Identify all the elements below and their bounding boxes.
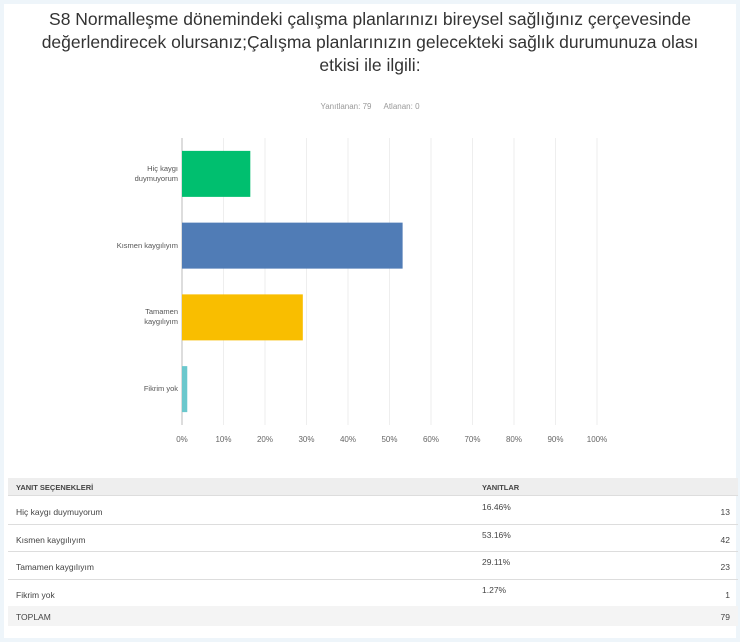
answered: Yanıtlanan: 79 (320, 102, 372, 111)
count-cell: 23 (720, 562, 730, 572)
bar (182, 294, 303, 341)
option-cell: Fikrim yok (16, 589, 55, 600)
total-label: TOPLAM (16, 612, 51, 622)
bar (182, 222, 403, 269)
x-tick-label: 60% (423, 435, 439, 444)
table-row (8, 524, 738, 552)
bar (182, 366, 188, 413)
option-cell: Hiç kaygı duymuyorum (16, 507, 103, 517)
count-cell: 1 (725, 589, 730, 600)
x-tick-label: 50% (381, 435, 397, 444)
x-tick-label: 10% (215, 435, 231, 444)
percent-cell: 53.16% (482, 529, 511, 540)
percent-cell: 16.46% (482, 502, 511, 512)
category-label: Hiç kaygı duymuyorum (134, 163, 178, 183)
table-row (8, 579, 738, 607)
percent-cell: 29.11% (482, 557, 511, 567)
option-cell: Tamamen kaygılıyım (16, 562, 94, 572)
x-tick-label: 20% (257, 435, 273, 444)
subtitle: Yanıtlanan: 79 Atlanan: 0 (0, 102, 740, 111)
count-cell: 42 (720, 534, 730, 545)
count-cell: 13 (720, 507, 730, 517)
table-row (8, 551, 738, 580)
table-header (8, 478, 738, 496)
category-label: Tamamen kaygılıyım (144, 307, 178, 327)
x-tick-label: 80% (506, 435, 522, 444)
chart: 0% 10% 20% 30% 40% 50% 60% 70% 80% 90% 100% (176, 138, 607, 444)
x-tick-label: 90% (547, 435, 563, 444)
skipped: Atlanan: 0 (383, 102, 420, 111)
bar (182, 150, 251, 197)
total-value: 79 (720, 612, 730, 622)
table-total (8, 606, 738, 626)
x-tick-label: 30% (298, 435, 314, 444)
option-cell: Kısmen kaygılıyım (16, 534, 86, 545)
x-tick-label: 40% (340, 435, 356, 444)
header-cell: YANIT SEÇENEKLERİ (16, 483, 94, 492)
x-tick-label: 70% (464, 435, 480, 444)
header-cell: YANITLAR (482, 483, 520, 492)
category-label: Fikrim yok (143, 384, 178, 394)
chart-title: S8 Normalleşme dönemindeki çalışma planl… (41, 9, 699, 75)
percent-cell: 1.27% (482, 584, 507, 595)
category-label: Kısmen kaygılıyım (116, 240, 178, 250)
x-tick-label: 100% (587, 435, 607, 444)
x-tick-label: 0% (176, 435, 188, 444)
table-row (8, 496, 738, 525)
